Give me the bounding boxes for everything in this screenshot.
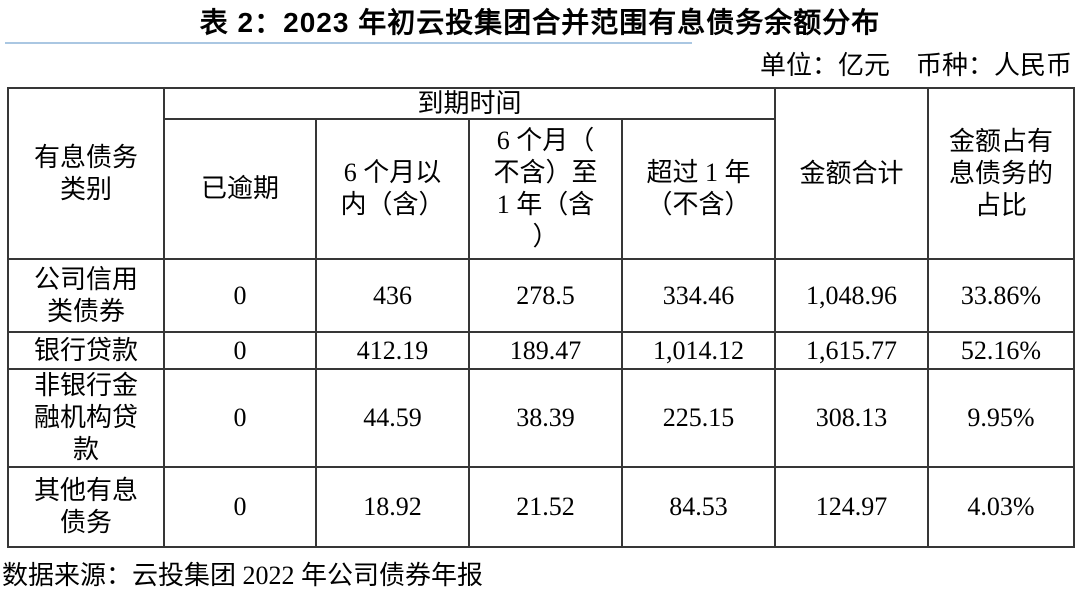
cell-over-1y: 1,014.12	[620, 331, 777, 370]
header-row-top: 有息债务 类别 到期时间 金额合计 金额占有 息债务的 占比	[7, 87, 1076, 260]
cell-share: 33.86%	[927, 258, 1076, 333]
cell-category: 其他有息 债务	[7, 466, 165, 548]
table-row: 其他有息 债务 0 18.92 21.52 84.53 124.97 4.03%	[7, 466, 1076, 548]
unit-note: 单位：亿元 币种：人民币	[760, 51, 1072, 81]
cell-category: 非银行金 融机构贷 款	[7, 368, 165, 468]
table-title: 表 2：2023 年初云投集团合并范围有息债务余额分布	[199, 7, 881, 38]
cell-share: 4.03%	[927, 466, 1076, 548]
cell-amount-total: 1,048.96	[774, 258, 930, 333]
cell-6m-to-1y: 278.5	[468, 258, 623, 333]
cell-overdue: 0	[163, 258, 317, 333]
cell-category: 公司信用 类债券	[7, 258, 165, 333]
source-note: 数据来源：云投集团 2022 年公司债券年报	[2, 561, 484, 590]
cell-share: 9.95%	[927, 368, 1076, 468]
header-share: 金额占有 息债务的 占比	[927, 87, 1076, 260]
cell-over-1y: 225.15	[620, 368, 777, 468]
header-category: 有息债务 类别	[7, 87, 165, 260]
header-amount-total: 金额合计	[774, 87, 930, 260]
cell-over-1y: 334.46	[620, 258, 777, 333]
header-overdue: 已逾期	[163, 118, 317, 260]
cell-within-6m: 412.19	[315, 331, 470, 370]
cell-6m-to-1y: 21.52	[468, 466, 623, 548]
cell-within-6m: 18.92	[315, 466, 470, 548]
header-maturity-group: 到期时间	[162, 87, 777, 120]
table-row: 非银行金 融机构贷 款 0 44.59 38.39 225.15 308.13 …	[7, 368, 1076, 468]
table-row: 公司信用 类债券 0 436 278.5 334.46 1,048.96 33.…	[7, 258, 1076, 333]
header-6m-to-1y: 6 个月（ 不含）至 1 年（含 ）	[468, 118, 623, 260]
cell-amount-total: 124.97	[774, 466, 930, 548]
header-over-1y: 超过 1 年 （不含）	[620, 118, 777, 260]
cell-overdue: 0	[163, 331, 317, 370]
cell-share: 52.16%	[927, 331, 1076, 370]
currency-label: 币种：人民币	[915, 51, 1072, 80]
cell-amount-total: 308.13	[774, 368, 930, 468]
cell-overdue: 0	[163, 466, 317, 548]
cell-6m-to-1y: 38.39	[468, 368, 623, 468]
divider-line	[5, 42, 692, 44]
header-within-6m: 6 个月以 内（含）	[315, 118, 470, 260]
cell-over-1y: 84.53	[620, 466, 777, 548]
cell-within-6m: 44.59	[315, 368, 470, 468]
debt-distribution-table: 有息债务 类别 到期时间 金额合计 金额占有 息债务的 占比 已逾期 6 个月以…	[7, 87, 1076, 548]
table-row: 银行贷款 0 412.19 189.47 1,014.12 1,615.77 5…	[7, 331, 1076, 370]
cell-6m-to-1y: 189.47	[468, 331, 623, 370]
header-row-sub: 已逾期 6 个月以 内（含） 6 个月（ 不含）至 1 年（含 ） 超过 1 年…	[8, 118, 1074, 260]
cell-amount-total: 1,615.77	[774, 331, 930, 370]
cell-within-6m: 436	[315, 258, 470, 333]
cell-category: 银行贷款	[7, 331, 165, 370]
unit-label: 单位：亿元	[759, 51, 890, 80]
cell-overdue: 0	[163, 368, 317, 468]
